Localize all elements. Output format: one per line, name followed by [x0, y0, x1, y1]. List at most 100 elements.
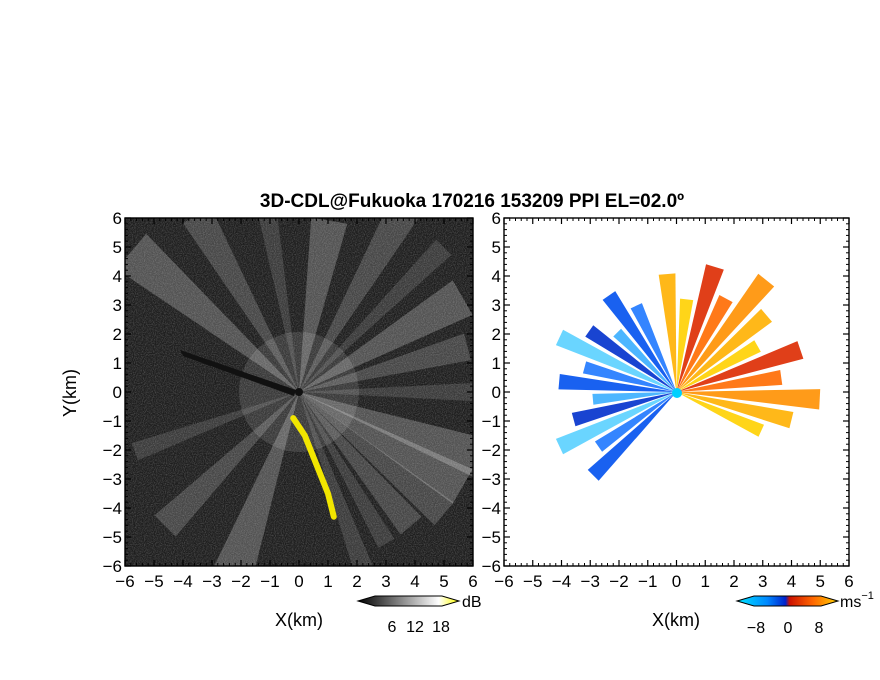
velocity-beam [613, 328, 677, 392]
velocity-colorbar-tick: 0 [784, 620, 793, 637]
figure-title: 3D-CDL@Fukuoka 170216 153209 PPI EL=02.0… [260, 191, 684, 212]
y-tick-label: 4 [113, 267, 122, 286]
velocity-xlabel: X(km) [652, 610, 700, 630]
velocity-colorbar-bar [735, 595, 840, 607]
reflectivity-beam [299, 392, 454, 526]
x-tick-label: 1 [701, 572, 710, 591]
velocity-beam [676, 389, 821, 410]
reflectivity-beam [299, 392, 422, 535]
velocity-beam [658, 273, 677, 392]
y-tick-label: 1 [113, 354, 122, 373]
velocity-beam [676, 295, 733, 392]
x-tick-label: −4 [173, 572, 192, 591]
velocity-beam [630, 303, 677, 392]
reflectivity-beam [214, 392, 299, 566]
reflectivity-beam [299, 392, 373, 566]
velocity-beam [676, 298, 694, 392]
y-tick-label: −4 [482, 499, 501, 518]
reflectivity-beam [299, 218, 348, 392]
velocity-beams [555, 264, 821, 481]
x-tick-label: 1 [323, 572, 332, 591]
velocity-beam [602, 291, 677, 392]
velocity-colorbar-tick: −8 [747, 620, 765, 637]
y-tick-label: 0 [113, 383, 122, 402]
x-tick-label: 0 [294, 572, 303, 591]
y-tick-label: −4 [103, 499, 122, 518]
reflectivity-beam [299, 392, 395, 548]
y-tick-label: −3 [482, 470, 501, 489]
y-tick-label: 2 [492, 325, 501, 344]
x-tick-label: −1 [260, 572, 279, 591]
radar-site [672, 388, 682, 398]
velocity-beam [587, 392, 677, 481]
y-tick-label: −5 [482, 528, 501, 547]
x-tick-label: 2 [352, 572, 361, 591]
y-tick-label: −5 [103, 528, 122, 547]
velocity-beam [592, 392, 677, 405]
velocity-colorbar: −8 0 8 ms−1 [735, 590, 874, 637]
x-tick-label: −5 [523, 572, 542, 591]
x-tick-label: 6 [844, 572, 853, 591]
reflectivity-beam [299, 239, 452, 392]
velocity-beam [594, 392, 677, 452]
reflectivity-beam [131, 392, 299, 461]
velocity-beam [558, 374, 677, 392]
reflectivity-colorbar-tick: 12 [406, 619, 424, 636]
reflectivity-beam [299, 280, 473, 392]
x-tick-label: 3 [381, 572, 390, 591]
reflectivity-colorbar-bar [356, 595, 461, 607]
velocity-beam [676, 308, 773, 392]
reflectivity-beam [299, 392, 473, 504]
reflectivity-beam [299, 392, 473, 477]
reflectivity-colorbar: 6 12 18 dB [356, 594, 482, 636]
reflectivity-colorbar-tick: 18 [432, 619, 450, 636]
y-tick-label: −2 [482, 441, 501, 460]
radar-site [295, 388, 303, 396]
x-tick-label: −3 [581, 572, 600, 591]
x-tick-label: 2 [729, 572, 738, 591]
x-tick-label: −4 [552, 572, 571, 591]
x-tick-label: −3 [202, 572, 221, 591]
x-tick-label: −1 [638, 572, 657, 591]
y-tick-label: −1 [103, 412, 122, 431]
reflectivity-beams [125, 218, 473, 566]
y-tick-label: 3 [113, 296, 122, 315]
reflectivity-beam [154, 392, 299, 537]
y-tick-label: 3 [492, 296, 501, 315]
velocity-beam [555, 329, 677, 392]
velocity-colorbar-tick: 8 [815, 620, 824, 637]
velocity-beam [585, 325, 677, 392]
x-tick-label: 6 [468, 572, 477, 591]
reflectivity-beam-blocked [180, 350, 296, 396]
x-tick-label: −6 [494, 572, 513, 591]
reflectivity-colorbar-unit: dB [462, 594, 482, 611]
x-tick-label: 3 [758, 572, 767, 591]
y-tick-label: −6 [103, 557, 122, 576]
velocity-beam [676, 392, 794, 429]
y-tick-label: 4 [492, 267, 501, 286]
y-tick-label: −3 [103, 470, 122, 489]
x-tick-label: −2 [231, 572, 250, 591]
reflectivity-xlabel: X(km) [275, 610, 323, 630]
velocity-beam [676, 392, 765, 437]
y-tick-label: −1 [482, 412, 501, 431]
velocity-colorbar-unit: ms−1 [840, 590, 874, 611]
reflectivity-beam [125, 233, 299, 392]
velocity-beam [676, 273, 775, 392]
y-tick-label: 1 [492, 354, 501, 373]
yellow-echo [290, 415, 337, 520]
x-tick-label: 4 [410, 572, 419, 591]
velocity-beam [582, 361, 677, 392]
velocity-beam [555, 392, 677, 455]
reflectivity-beam [299, 382, 473, 402]
velocity-beam [676, 341, 804, 392]
x-tick-label: 4 [787, 572, 796, 591]
velocity-beam [676, 369, 783, 392]
reflectivity-ylabel: Y(km) [60, 369, 80, 417]
reflectivity-beam [182, 218, 299, 392]
y-tick-label: 5 [492, 238, 501, 257]
x-tick-label: −2 [609, 572, 628, 591]
